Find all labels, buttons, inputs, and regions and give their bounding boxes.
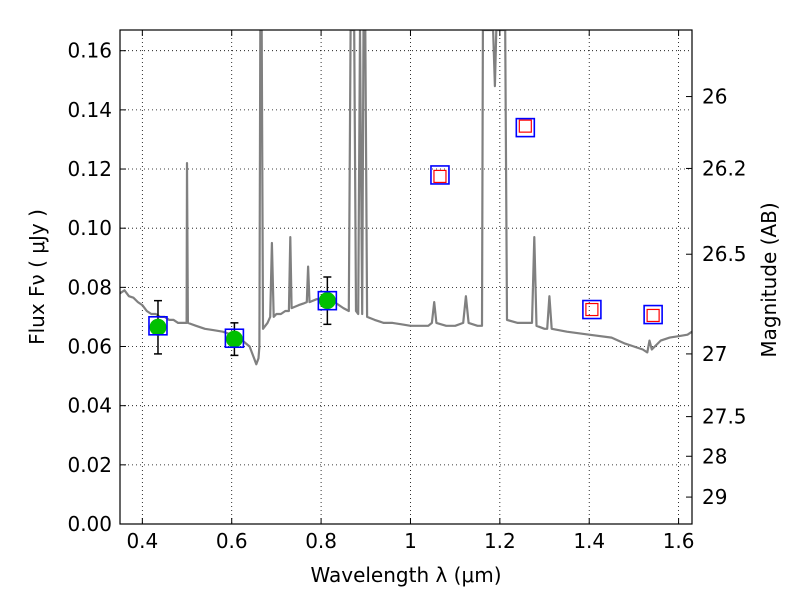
model-point-blue <box>224 328 245 349</box>
y-tick-label: 0.00 <box>67 512 112 536</box>
y-tick-label: 0.08 <box>67 275 112 299</box>
plot-area <box>120 30 692 366</box>
y2-tick-label: 26.5 <box>702 242 747 266</box>
x-tick-label: 1 <box>404 529 417 553</box>
y-tick-label: 0.16 <box>67 39 112 63</box>
model-point-blue <box>515 117 536 138</box>
x-axis-title: Wavelength λ (μm) <box>310 563 501 587</box>
x-axis: 0.4 0.6 0.8 1 1.2 1.4 1.6 <box>126 30 695 553</box>
plot-background <box>120 30 692 524</box>
y2-tick-label: 29 <box>702 485 727 509</box>
y2-tick-label: 26.2 <box>702 156 747 180</box>
model-point-red <box>646 308 660 323</box>
y-tick-label: 0.04 <box>67 394 112 418</box>
spectrum-line <box>120 30 692 366</box>
model-point-blue <box>148 316 168 336</box>
model-point-red <box>585 302 599 317</box>
observed-point <box>149 318 167 336</box>
x-tick-label: 1.4 <box>573 529 605 553</box>
y-axis: 0.00 0.02 0.04 0.06 0.08 0.10 0.12 0.14 0.16 <box>67 39 126 536</box>
x-tick-label: 1.6 <box>663 529 695 553</box>
y2-axis-title: Magnitude (AB) <box>757 202 781 357</box>
plot-frame <box>119 29 693 525</box>
x-tick-label: 0.8 <box>305 529 337 553</box>
y-axis-title: Flux Fν ( μJy ) <box>25 209 49 345</box>
model-point-blue <box>582 299 602 320</box>
x-tick-label: 0.4 <box>126 529 158 553</box>
x-tick-label: 0.6 <box>216 529 248 553</box>
model-point-red <box>518 119 532 133</box>
observed-point <box>318 292 336 310</box>
model-point-blue <box>643 304 663 325</box>
y2-tick-label: 28 <box>702 444 727 468</box>
model-point-blue <box>317 290 338 311</box>
y-tick-label: 0.02 <box>67 453 112 477</box>
y-tick-label: 0.12 <box>67 157 112 181</box>
y2-tick-label: 26 <box>702 85 727 109</box>
y2-tick-label: 27 <box>702 342 727 366</box>
observed-point <box>225 330 243 348</box>
model-point-blue <box>430 165 450 185</box>
y2-tick-label: 27.5 <box>702 405 747 429</box>
x-tick-label: 1.2 <box>484 529 516 553</box>
y-tick-label: 0.14 <box>67 98 112 122</box>
y-tick-label: 0.10 <box>67 216 112 240</box>
marker-layer <box>148 117 663 357</box>
model-point-red <box>433 169 447 184</box>
y2-axis: 26 26.2 26.5 27 27.5 28 29 <box>686 85 747 509</box>
y-tick-label: 0.06 <box>67 335 112 359</box>
